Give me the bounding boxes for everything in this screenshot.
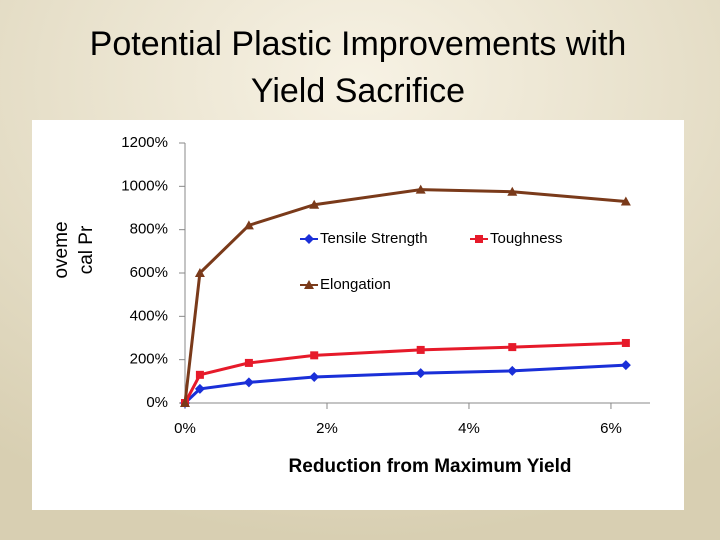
legend-label: Tensile Strength [320, 230, 428, 247]
chart-title: Potential Plastic Improvements with [90, 25, 627, 63]
x-tick-label: 2% [316, 420, 338, 437]
x-axis-label: Reduction from Maximum Yield [289, 456, 572, 477]
legend-label: Elongation [320, 276, 391, 293]
y-axis-label: oveme [51, 221, 72, 278]
marker [309, 199, 320, 209]
marker [416, 345, 425, 354]
legend-label: Toughness [490, 230, 563, 247]
y-tick-label: 1000% [121, 177, 168, 194]
marker [621, 338, 630, 347]
x-tick-label: 6% [600, 420, 622, 437]
marker [620, 360, 631, 371]
y-tick-label: 0% [146, 394, 168, 411]
y-tick-label: 800% [130, 221, 168, 238]
marker [415, 184, 426, 194]
marker [195, 370, 204, 379]
marker [194, 383, 205, 394]
y-tick-label: 400% [130, 307, 168, 324]
chart-area [32, 120, 684, 510]
marker [475, 235, 483, 243]
y-tick-label: 600% [130, 264, 168, 281]
y-tick-label: 1200% [121, 134, 168, 151]
y-tick-label: 200% [130, 351, 168, 368]
marker [243, 377, 254, 388]
marker [310, 351, 319, 360]
x-tick-label: 4% [458, 420, 480, 437]
marker [243, 220, 254, 230]
marker [507, 186, 518, 196]
marker [620, 196, 631, 206]
marker [180, 398, 190, 407]
chart-title: Yield Sacrifice [251, 72, 465, 110]
y-axis-label: cal Pr [76, 225, 97, 274]
marker [304, 280, 314, 289]
marker [244, 358, 253, 367]
marker [507, 365, 518, 376]
marker [194, 268, 205, 277]
x-tick-label: 0% [174, 420, 196, 437]
marker [309, 372, 320, 382]
marker [304, 234, 314, 244]
marker [508, 343, 517, 352]
marker [415, 368, 426, 379]
